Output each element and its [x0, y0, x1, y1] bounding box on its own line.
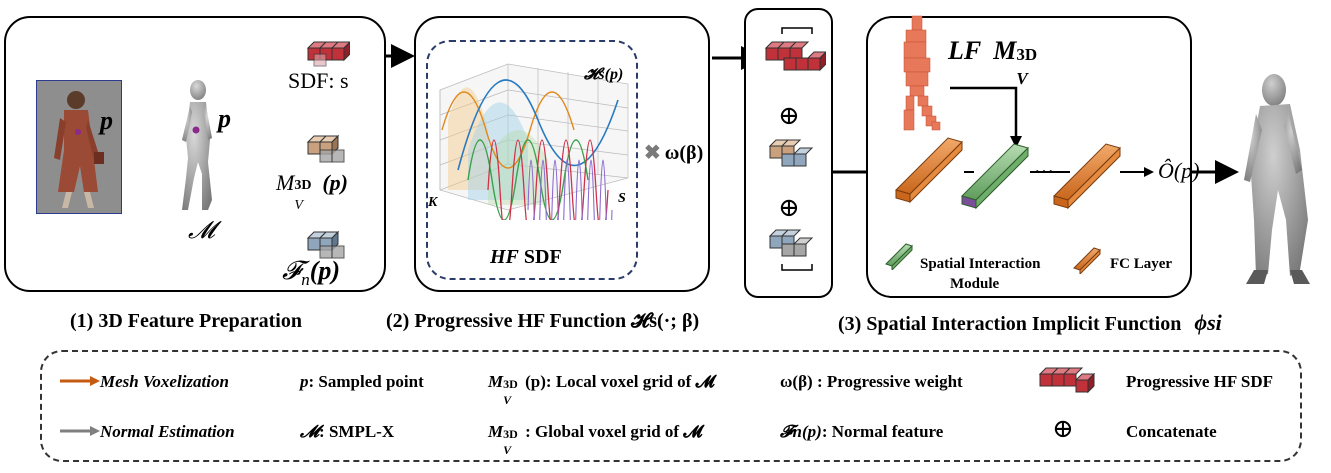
- legend-p-text: : Sampled point: [308, 372, 424, 391]
- local-voxel-label: M 3D V (p): [276, 170, 348, 213]
- hf-sdf-dashed-box: [426, 40, 638, 280]
- point-label-photo: p: [100, 106, 113, 135]
- legend-smplx: 𝓜: SMPL-X: [300, 422, 394, 442]
- local-voxel-main: M: [276, 170, 295, 195]
- person-photo: [36, 80, 122, 214]
- legend-concat-symbol: ⊕: [1052, 414, 1074, 443]
- sim-legend-label: Spatial Interaction: [920, 256, 1041, 272]
- fc-legend-icon: [1073, 247, 1101, 274]
- legend-mesh-voxelization: Mesh Voxelization: [100, 372, 229, 391]
- hf-sdf-legend-icon: [1038, 367, 1096, 394]
- sim-layer: [961, 143, 1029, 210]
- legend-concatenate: Concatenate: [1126, 422, 1217, 441]
- hf-sdf-italic: HF: [490, 246, 519, 268]
- legend-local-voxel-text: (p): Local voxel grid of 𝓜: [525, 372, 715, 391]
- concat-symbol-1: ⊕: [778, 101, 800, 130]
- plot-hs-label: 𝓗s(p): [584, 66, 624, 83]
- smplx-mesh: [182, 80, 212, 210]
- legend-progressive-weight: ω(β) : Progressive weight: [780, 372, 963, 392]
- lf-italic: LF: [948, 36, 981, 65]
- hf-sdf-plot: K S: [428, 63, 629, 220]
- plot-axis-s: S: [618, 191, 626, 206]
- caption-progressive-hf: (2) Progressive HF Function 𝓗s(·; β): [386, 310, 700, 332]
- legend-normal-feature: 𝓕n(p): Normal feature: [780, 422, 943, 442]
- lf-voxel-human: [903, 15, 941, 131]
- legend-normal-estimation: Normal Estimation: [100, 422, 235, 441]
- legend-hf-sdf: Progressive HF SDF: [1126, 372, 1273, 391]
- gray-arrow-legend-icon: [60, 426, 100, 436]
- caption-spatial-interaction: (3) Spatial Interaction Implicit Functio…: [838, 310, 1222, 336]
- legend-weight-text: : Progressive weight: [812, 372, 963, 391]
- hf-sdf-title: HF SDF: [490, 246, 562, 269]
- output-reconstruction-mesh: [1244, 74, 1310, 284]
- legend-p-symbol: p: [300, 372, 309, 391]
- local-voxel-sub: V: [294, 198, 303, 213]
- legend-local-voxel: M 3D V (p): Local voxel grid of 𝓜: [488, 372, 715, 407]
- weight-symbol: ω(β): [664, 142, 704, 164]
- concat-symbol-2: ⊕: [778, 193, 800, 222]
- normal-cube-icon: [306, 230, 345, 259]
- orange-arrow-legend-icon: [60, 376, 100, 386]
- sdf-label: SDF: s: [288, 68, 349, 93]
- fc-layer-2: [1053, 143, 1121, 210]
- plot-axis-k: K: [428, 195, 439, 210]
- legend-weight-symbol: ω(β): [780, 372, 813, 391]
- sim-legend-icon: [885, 243, 913, 270]
- legend-global-voxel-text: : Global voxel grid of 𝓜: [525, 422, 703, 441]
- weight-multiply-label: ✖ ω(β): [644, 140, 703, 165]
- point-label-mesh: p: [218, 104, 231, 133]
- normal-feature-label: 𝓕n(p): [282, 256, 340, 290]
- normal-feature-main: 𝓕: [282, 256, 302, 285]
- local-voxel-tail: (p): [322, 170, 348, 195]
- implicit-function-network: ···: [895, 86, 1154, 210]
- caption-phi: ϕsi: [1194, 310, 1222, 335]
- lf-sub: V: [1016, 69, 1028, 88]
- legend-normal-text: : Normal feature: [821, 422, 944, 441]
- caption-feature-preparation: (1) 3D Feature Preparation: [70, 310, 302, 332]
- legend-m-symbol: 𝓜: [300, 422, 320, 441]
- normal-feature-tail: (p): [309, 256, 341, 285]
- hf-sdf-rest: SDF: [518, 246, 562, 268]
- normal-feature-sub: n: [301, 270, 310, 290]
- lf-main: M: [993, 36, 1017, 65]
- lf-global-voxel-label: LF M 3D V: [948, 36, 1046, 88]
- lf-sup: 3D: [1016, 45, 1038, 64]
- occupancy-output-label: Ô(p): [1158, 158, 1200, 183]
- legend-normal-symbol: 𝓕n(p): [780, 422, 822, 441]
- fc-layer-1: [895, 137, 963, 204]
- caption-spatial-text: (3) Spatial Interaction Implicit Functio…: [838, 313, 1182, 335]
- legend-global-voxel: M 3D V: Global voxel grid of 𝓜: [488, 422, 703, 457]
- local-voxel-sup: 3D: [294, 178, 312, 193]
- fc-legend-label: FC Layer: [1110, 256, 1173, 272]
- sdf-cube-icon: [306, 41, 350, 67]
- legend-sampled-point: p: Sampled point: [300, 372, 424, 392]
- mesh-label: 𝓜: [188, 218, 215, 244]
- sim-legend-module: Module: [950, 276, 1000, 292]
- concat-feature-stack: ⊕ ⊕: [764, 27, 826, 271]
- local-voxel-cube-icon: [306, 134, 345, 163]
- legend-m-text: : SMPL-X: [319, 422, 395, 441]
- legend-box: [40, 350, 1302, 462]
- multiply-icon: ✖: [644, 142, 661, 164]
